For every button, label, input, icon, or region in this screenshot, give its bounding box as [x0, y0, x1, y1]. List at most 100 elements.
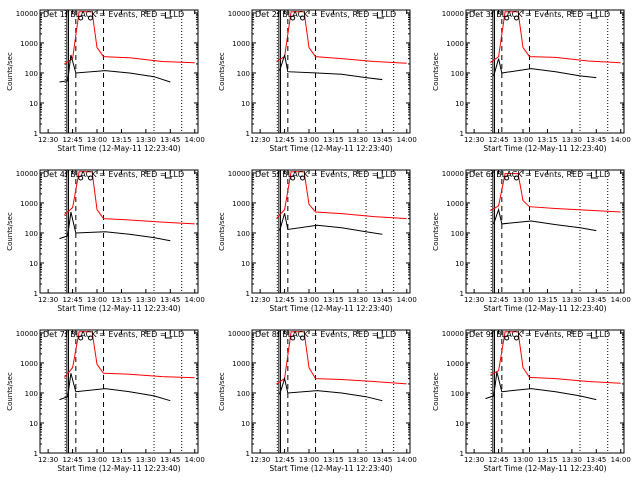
y-tick-label: 1 — [460, 290, 464, 298]
flag-marker — [376, 332, 384, 339]
detector-panel-3: 1 10 100 1000 10000 12:30 12:45 13:00 13:15 13:30… — [432, 9, 631, 153]
y-tick-label: 1000 — [20, 360, 38, 368]
detector-panel-8: 1 10 100 1000 10000 12:30 12:45 13:00 13:15 13:30… — [218, 329, 417, 473]
plot-frame — [39, 329, 199, 454]
plot-frame — [251, 9, 411, 134]
y-axis-label: Counts/sec — [432, 372, 440, 411]
lld-series-line — [276, 331, 407, 385]
x-tick-label: 13:00 — [87, 456, 107, 464]
lld-series-line — [490, 173, 621, 213]
x-axis-label: Start Time (12-May-11 12:23:40) — [57, 304, 180, 313]
x-tick-label: 13:45 — [372, 136, 392, 144]
x-tick-label: 13:30 — [348, 296, 368, 304]
y-tick-label: 10 — [241, 420, 250, 428]
y-tick-label: 10000 — [16, 10, 38, 18]
lld-series-line — [64, 171, 195, 225]
y-tick-label: 1000 — [232, 200, 250, 208]
x-tick-label: 12:45 — [62, 296, 82, 304]
x-tick-label: 13:15 — [537, 296, 557, 304]
flag-marker — [290, 335, 296, 341]
y-tick-label: 10000 — [442, 330, 464, 338]
x-tick-label: 13:30 — [136, 456, 156, 464]
panel-title: Det 2f BLACK = Events, RED = LLD — [255, 10, 396, 19]
x-tick-label: 13:15 — [111, 136, 131, 144]
x-tick-label: 12:30 — [250, 456, 270, 464]
panel-title: Det 4f BLACK = Events, RED = LLD — [43, 170, 184, 179]
x-tick-label: 12:30 — [38, 456, 58, 464]
x-tick-label: 13:15 — [323, 296, 343, 304]
x-tick-label: 12:45 — [62, 456, 82, 464]
plot-frame — [465, 9, 625, 134]
x-tick-label: 13:30 — [562, 136, 582, 144]
flag-marker — [164, 12, 172, 19]
lld-series-line — [64, 331, 195, 379]
y-tick-label: 10 — [455, 420, 464, 428]
x-axis-label: Start Time (12-May-11 12:23:40) — [483, 464, 606, 473]
flag-marker — [513, 15, 519, 21]
x-tick-label: 13:00 — [513, 456, 533, 464]
y-tick-label: 100 — [451, 390, 464, 398]
events-series-line — [279, 376, 383, 402]
y-tick-label: 10000 — [16, 330, 38, 338]
panel-title: Det 7f BLACK = Events, RED = LLD — [43, 330, 184, 339]
x-tick-label: 13:15 — [323, 136, 343, 144]
lld-series-line — [490, 331, 621, 384]
x-axis-label: Start Time (12-May-11 12:23:40) — [483, 304, 606, 313]
plot-frame — [465, 329, 625, 454]
x-tick-label: 13:15 — [537, 456, 557, 464]
y-axis-label: Counts/sec — [432, 212, 440, 251]
flag-marker — [299, 335, 305, 341]
detector-panel-9: 1 10 100 1000 10000 12:30 12:45 13:00 13:15 13:30… — [432, 329, 631, 473]
y-axis-label: Counts/sec — [432, 52, 440, 91]
y-tick-label: 10 — [29, 260, 38, 268]
y-axis-label: Counts/sec — [218, 372, 226, 411]
x-tick-label: 12:30 — [250, 136, 270, 144]
x-tick-label: 12:30 — [464, 456, 484, 464]
x-tick-label: 12:45 — [488, 136, 508, 144]
x-tick-label: 14:00 — [611, 456, 631, 464]
lld-series-line — [490, 11, 621, 64]
x-tick-label: 12:45 — [488, 456, 508, 464]
plot-frame — [39, 9, 199, 134]
y-tick-label: 100 — [237, 70, 250, 78]
x-axis-label: Start Time (12-May-11 12:23:40) — [269, 144, 392, 153]
x-tick-label: 13:45 — [586, 456, 606, 464]
flag-marker — [87, 175, 93, 181]
x-tick-label: 13:15 — [537, 136, 557, 144]
plot-frame — [465, 169, 625, 294]
flag-marker — [513, 175, 519, 181]
panel-title: Det 9f BLACK = Events, RED = LLD — [469, 330, 610, 339]
x-tick-label: 12:30 — [464, 136, 484, 144]
x-tick-label: 12:30 — [250, 296, 270, 304]
x-tick-label: 13:00 — [299, 136, 319, 144]
x-tick-label: 13:15 — [111, 456, 131, 464]
detector-panel-6: 1 10 100 1000 10000 12:30 12:45 13:00 13:15 13:30… — [432, 169, 631, 313]
panel-title: Det 8f BLACK = Events, RED = LLD — [255, 330, 396, 339]
x-tick-label: 14:00 — [611, 296, 631, 304]
y-tick-label: 100 — [25, 230, 38, 238]
events-series-line — [59, 54, 171, 83]
y-tick-label: 1000 — [446, 200, 464, 208]
panel-title: Det 3f BLACK = Events, RED = LLD — [469, 10, 610, 19]
flag-marker — [504, 175, 510, 181]
y-axis-label: Counts/sec — [6, 52, 14, 91]
x-tick-label: 12:30 — [464, 296, 484, 304]
y-axis-label: Counts/sec — [6, 372, 14, 411]
x-tick-label: 13:45 — [586, 296, 606, 304]
x-tick-label: 14:00 — [611, 136, 631, 144]
flag-marker — [164, 172, 172, 179]
flag-marker — [376, 12, 384, 19]
flag-marker — [590, 12, 598, 19]
x-tick-label: 12:30 — [38, 296, 58, 304]
x-axis-label: Start Time (12-May-11 12:23:40) — [269, 304, 392, 313]
y-tick-label: 100 — [451, 230, 464, 238]
x-tick-label: 13:00 — [87, 136, 107, 144]
events-series-line — [485, 371, 597, 401]
flag-marker — [513, 335, 519, 341]
lld-series-line — [64, 11, 195, 65]
detector-panel-7: 1 10 100 1000 10000 12:30 12:45 13:00 13:15 13:30… — [6, 329, 205, 473]
y-tick-label: 1000 — [20, 40, 38, 48]
y-tick-label: 1 — [460, 130, 464, 138]
x-tick-label: 13:45 — [160, 456, 180, 464]
detector-panel-5: 1 10 100 1000 10000 12:30 12:45 13:00 13:15 13:30… — [218, 169, 417, 313]
